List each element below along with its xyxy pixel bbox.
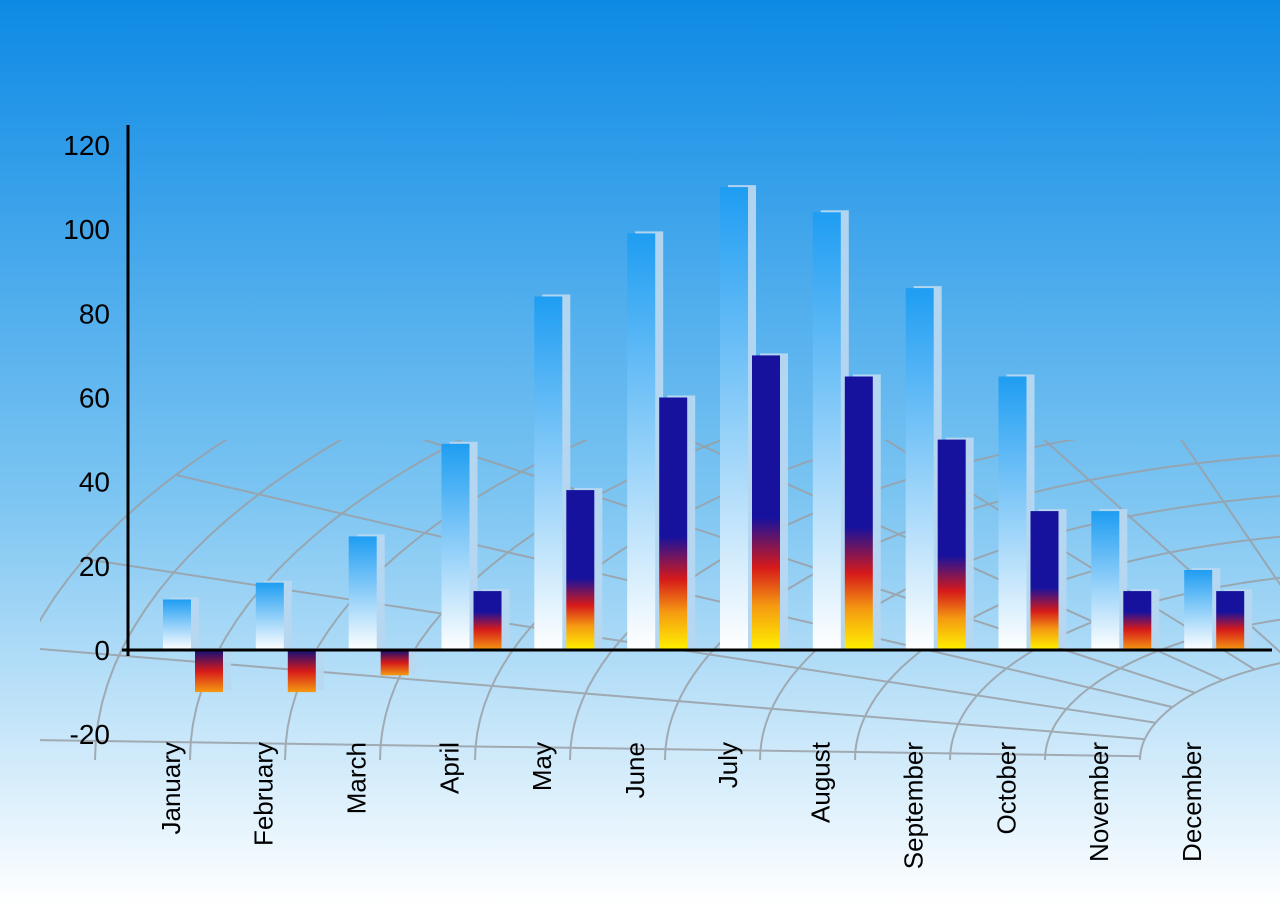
bar-june-a xyxy=(627,233,655,650)
bar-february-b xyxy=(288,650,316,692)
bar-march-b xyxy=(381,650,409,675)
bar-september-a xyxy=(906,288,934,650)
monthly-bar-chart: -20 0 20 40 60 80 100 120 January February March Ap… xyxy=(0,0,1280,905)
bar-march-a xyxy=(349,536,377,650)
bar-september-b xyxy=(938,440,966,650)
ytick-60: 60 xyxy=(79,383,110,414)
bar-february-a xyxy=(256,583,284,650)
month-label-september: September xyxy=(898,742,928,870)
ytick-20: 20 xyxy=(79,551,110,582)
month-label-december: December xyxy=(1177,742,1207,862)
bar-october-b xyxy=(1031,511,1059,650)
bar-july-a xyxy=(720,187,748,650)
bar-november-a xyxy=(1091,511,1119,650)
month-label-april: April xyxy=(434,742,464,794)
bar-july-b xyxy=(752,355,780,650)
month-label-june: June xyxy=(620,742,650,798)
ytick-80: 80 xyxy=(79,298,110,329)
bar-april-b xyxy=(474,591,502,650)
bar-may-a xyxy=(534,297,562,651)
bar-may-b xyxy=(566,490,594,650)
bar-august-b xyxy=(845,377,873,651)
bar-january-b xyxy=(195,650,223,692)
month-label-march: March xyxy=(341,742,371,814)
ytick-120: 120 xyxy=(63,130,110,161)
bar-june-b xyxy=(659,398,687,651)
month-label-august: August xyxy=(806,741,836,823)
ytick-0: 0 xyxy=(94,635,110,666)
ytick--20: -20 xyxy=(70,719,110,750)
ytick-100: 100 xyxy=(63,214,110,245)
month-label-october: October xyxy=(991,742,1021,835)
month-label-may: May xyxy=(527,742,557,791)
bar-october-a xyxy=(999,377,1027,651)
bar-december-b xyxy=(1216,591,1244,650)
month-label-january: January xyxy=(156,742,186,835)
month-label-july: July xyxy=(713,742,743,788)
ytick-40: 40 xyxy=(79,467,110,498)
bar-august-a xyxy=(813,212,841,650)
month-label-february: February xyxy=(249,742,279,846)
bar-december-a xyxy=(1184,570,1212,650)
bar-january-a xyxy=(163,600,191,651)
bar-november-b xyxy=(1123,591,1151,650)
month-label-november: November xyxy=(1084,742,1114,862)
bar-april-a xyxy=(442,444,470,650)
